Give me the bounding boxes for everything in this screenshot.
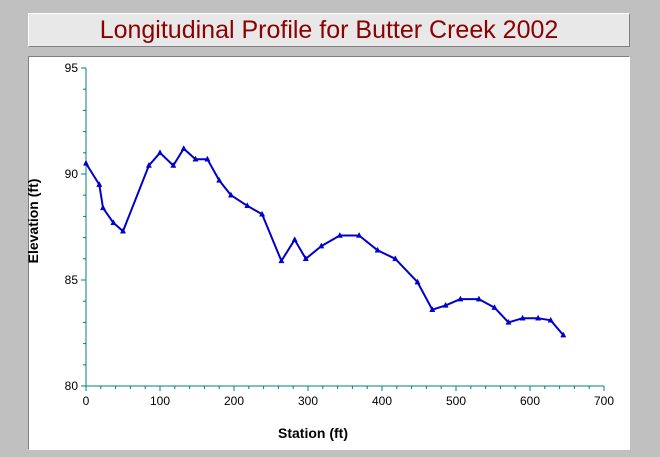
data-point	[302, 255, 309, 262]
data-point	[192, 155, 199, 162]
chart-panel	[28, 56, 630, 450]
x-axis-title: Station (ft)	[278, 425, 348, 441]
data-point	[547, 316, 554, 323]
x-tick-label: 600	[520, 394, 540, 408]
data-point	[318, 242, 325, 249]
y-axis-title: Elevation (ft)	[25, 179, 41, 264]
data-point	[457, 295, 464, 302]
data-point	[414, 278, 421, 285]
y-tick-label: 95	[65, 61, 79, 75]
chart-title-box: Longitudinal Profile for Butter Creek 20…	[28, 13, 630, 47]
data-point	[244, 202, 251, 209]
data-point	[560, 331, 567, 338]
data-point	[291, 236, 298, 242]
data-point	[519, 314, 526, 321]
data-point	[119, 227, 127, 234]
x-tick-label: 100	[150, 394, 170, 408]
data-point	[429, 306, 436, 312]
chart-title: Longitudinal Profile for Butter Creek 20…	[99, 15, 559, 44]
x-tick-label: 700	[594, 394, 614, 408]
data-point	[442, 301, 449, 308]
data-point	[82, 159, 90, 166]
data-point	[170, 161, 177, 168]
data-point	[110, 219, 117, 226]
data-point	[491, 304, 498, 310]
data-point	[145, 161, 152, 168]
data-point	[96, 181, 103, 187]
y-tick-label: 90	[65, 167, 79, 181]
data-point	[505, 318, 512, 325]
x-tick-label: 200	[224, 394, 244, 408]
data-point	[156, 149, 164, 156]
data-point	[204, 155, 211, 162]
data-point	[392, 255, 399, 262]
data-point	[216, 176, 223, 183]
data-point	[278, 257, 285, 264]
data-point	[227, 191, 235, 198]
data-point	[180, 145, 187, 151]
y-tick-label: 85	[65, 273, 79, 287]
series-line	[85, 147, 565, 336]
y-tick-label: 80	[65, 379, 79, 393]
x-tick-label: 300	[298, 394, 318, 408]
series-layer	[82, 145, 567, 338]
x-tick-label: 400	[372, 394, 392, 408]
data-point	[259, 210, 266, 217]
x-tick-label: 0	[83, 394, 90, 408]
data-point	[535, 314, 542, 321]
data-point	[374, 246, 381, 253]
data-point	[99, 204, 107, 211]
data-point	[336, 231, 343, 238]
data-point	[356, 231, 363, 238]
x-tick-label: 500	[446, 394, 466, 408]
axes: 80 85 90 95 0 100 200 300 400 500 600 700	[65, 61, 615, 408]
data-point	[475, 295, 482, 302]
